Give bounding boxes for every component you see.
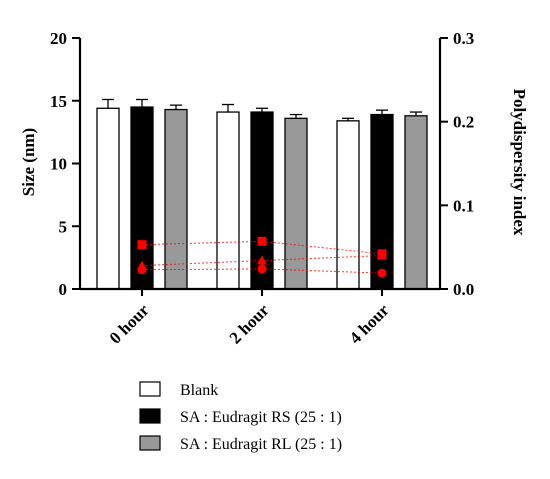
- bar: [216, 111, 240, 290]
- x-tick-label: 4 hour: [346, 300, 393, 347]
- legend-label: SA : Eudragit RL (25 : 1): [180, 436, 342, 453]
- pdi-point: [257, 264, 267, 274]
- bar: [284, 117, 308, 290]
- legend-swatch: [139, 408, 161, 424]
- legend: Blank SA : Eudragit RS (25 : 1) SA : Eudra…: [139, 381, 342, 453]
- legend-swatch: [139, 435, 161, 451]
- x-tick-label: 0 hour: [106, 300, 153, 347]
- legend-swatch: [139, 381, 161, 397]
- y-tick-label: 20: [50, 29, 67, 48]
- bar: [404, 115, 428, 290]
- bar: [336, 120, 360, 290]
- legend-label: Blank: [180, 382, 218, 399]
- y2-tick-label: 0.0: [453, 280, 474, 299]
- pdi-point: [257, 255, 267, 265]
- pdi-point: [137, 240, 147, 250]
- y2-tick-label: 0.2: [453, 113, 474, 132]
- pdi-point: [137, 265, 147, 275]
- pdi-layer: [137, 236, 387, 278]
- y-tick-label: 5: [59, 217, 68, 236]
- bar: [96, 107, 120, 290]
- pdi-point: [377, 250, 387, 260]
- x-tick-label: 2 hour: [226, 300, 273, 347]
- y2-tick-label: 0.3: [453, 29, 474, 48]
- pdi-point: [257, 236, 267, 246]
- y2-axis-title: Polydispersity index: [510, 89, 529, 236]
- bar: [164, 108, 188, 290]
- bar: [370, 113, 394, 290]
- legend-label: SA : Eudragit RS (25 : 1): [180, 409, 342, 426]
- y2-tick-label: 0.1: [453, 196, 474, 215]
- y-tick-label: 15: [50, 92, 67, 111]
- y-tick-label: 0: [59, 280, 68, 299]
- y-axis-title: Size (nm): [19, 128, 38, 196]
- y-tick-label: 10: [50, 155, 67, 174]
- pdi-point: [377, 268, 387, 278]
